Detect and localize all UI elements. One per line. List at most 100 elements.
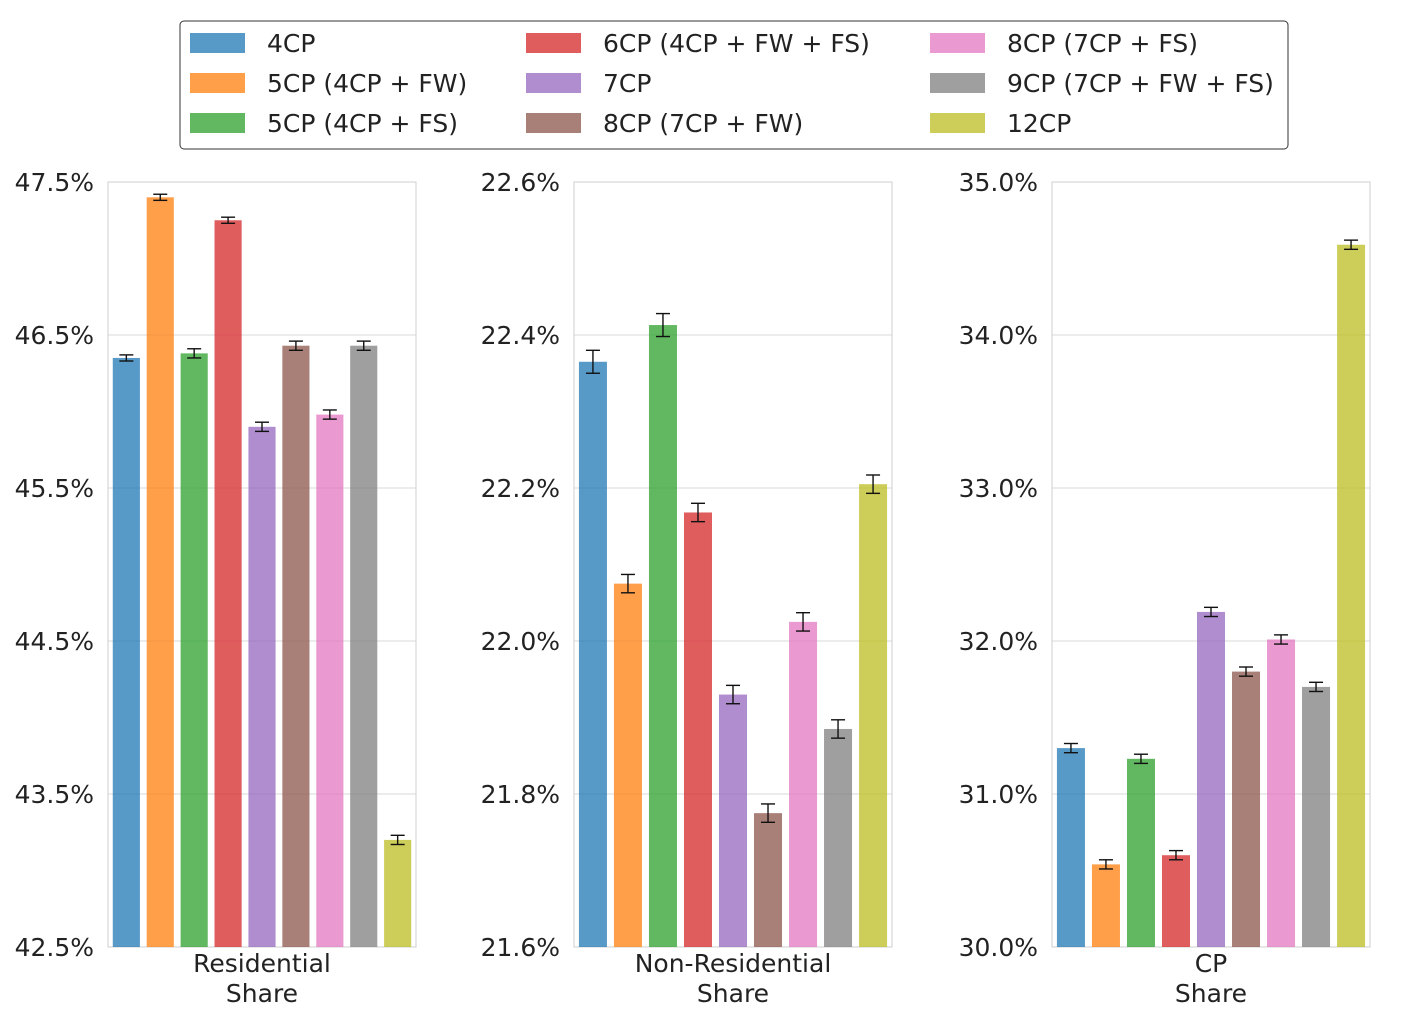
bar: [146, 197, 174, 948]
legend-item: 8CP (7CP + FW): [526, 109, 803, 138]
legend-label: 6CP (4CP + FW + FS): [603, 29, 870, 58]
bar: [282, 345, 310, 948]
legend-label: 8CP (7CP + FW): [603, 109, 803, 138]
legend-swatch: [190, 73, 245, 93]
error-bar: [1239, 666, 1254, 677]
y-tick-label: 44.5%: [15, 627, 94, 656]
error-bar: [356, 340, 371, 351]
error-bar: [1309, 681, 1324, 693]
y-tick-label: 22.2%: [481, 474, 560, 503]
bar: [214, 220, 242, 947]
legend-swatch: [190, 113, 245, 133]
error-bar: [322, 409, 337, 420]
error-bar: [1098, 859, 1113, 870]
legend-item: 7CP: [526, 69, 651, 98]
error-bar: [1274, 634, 1289, 645]
error-bar: [585, 349, 600, 374]
bar: [1337, 244, 1366, 948]
bar: [1302, 686, 1331, 947]
y-tick-label: 45.5%: [15, 474, 94, 503]
bar: [1056, 748, 1085, 947]
error-bar: [187, 348, 202, 359]
bar: [1196, 611, 1226, 947]
error-bar: [255, 421, 269, 433]
y-tick-label: 42.5%: [15, 933, 94, 962]
legend: 4CP 5CP (4CP + FW) 5CP (4CP + FS) 6CP (4CP …: [179, 20, 1289, 150]
bar: [1091, 864, 1120, 947]
error-bar: [288, 340, 303, 351]
bar: [1126, 758, 1155, 947]
bar: [789, 621, 818, 947]
legend-swatch: [526, 33, 581, 53]
legend-item: 12CP: [930, 109, 1071, 138]
chart-panels: 42.5% 43.5% 44.5% 45.5% 46.5% 47.5% Residentia…: [15, 168, 1371, 1008]
x-category-label: Share: [1175, 979, 1247, 1008]
bar: [1232, 671, 1261, 947]
legend-item: 4CP: [190, 29, 315, 58]
y-tick-label: 30.0%: [959, 933, 1038, 962]
legend-item: 8CP (7CP + FS): [930, 29, 1198, 58]
error-bar: [1168, 849, 1183, 861]
error-bar: [796, 611, 811, 632]
x-category-label: Residential: [193, 949, 331, 978]
y-tick-label: 21.8%: [481, 780, 560, 809]
legend-item: 5CP (4CP + FS): [190, 109, 458, 138]
bar: [754, 813, 783, 947]
error-bar: [1344, 239, 1359, 251]
chart-panel: 42.5% 43.5% 44.5% 45.5% 46.5% 47.5% Residentia…: [15, 168, 417, 1008]
y-tick-label: 22.0%: [481, 627, 560, 656]
legend-label: 5CP (4CP + FS): [267, 109, 458, 138]
legend-item: 6CP (4CP + FW + FS): [526, 29, 870, 58]
bar: [316, 414, 344, 947]
bar: [350, 345, 378, 948]
bar: [683, 512, 712, 947]
chart-panel: 21.6% 21.8% 22.0% 22.2% 22.4% 22.6% Non-Reside…: [481, 168, 893, 1008]
bar: [648, 325, 677, 947]
y-tick-label: 21.6%: [481, 933, 560, 962]
y-tick-label: 46.5%: [15, 321, 94, 350]
legend-swatch: [526, 113, 581, 133]
error-bar: [1204, 606, 1218, 618]
bar: [578, 361, 607, 947]
error-bar: [1063, 742, 1078, 754]
error-bar: [390, 834, 405, 846]
legend-label: 12CP: [1007, 109, 1071, 138]
error-bar: [221, 216, 236, 225]
x-category-label: CP: [1195, 949, 1228, 978]
legend-swatch: [930, 33, 985, 53]
error-bar: [866, 474, 881, 495]
legend-item: 5CP (4CP + FW): [190, 69, 467, 98]
bar: [824, 728, 853, 947]
bar: [248, 426, 276, 947]
y-tick-label: 43.5%: [15, 780, 94, 809]
error-bar: [1133, 753, 1148, 765]
error-bar: [655, 312, 670, 338]
bar: [859, 484, 888, 947]
y-tick-label: 35.0%: [959, 168, 1038, 197]
legend-label: 4CP: [267, 29, 315, 58]
error-bar: [761, 803, 776, 824]
error-bar: [620, 573, 635, 594]
legend-label: 8CP (7CP + FS): [1007, 29, 1198, 58]
y-tick-label: 33.0%: [959, 474, 1038, 503]
error-bar: [690, 502, 705, 523]
bar: [613, 583, 642, 947]
error-bar: [153, 193, 168, 202]
y-tick-label: 47.5%: [15, 168, 94, 197]
error-bar: [119, 354, 134, 362]
y-tick-label: 34.0%: [959, 321, 1038, 350]
bar: [718, 694, 748, 947]
y-tick-label: 22.6%: [481, 168, 560, 197]
bar: [1161, 855, 1190, 947]
legend-label: 9CP (7CP + FW + FS): [1007, 69, 1274, 98]
error-bar: [831, 719, 846, 739]
legend-swatch: [526, 73, 581, 93]
bar: [112, 357, 140, 947]
legend-swatch: [930, 73, 985, 93]
legend-swatch: [930, 113, 985, 133]
x-category-label: Share: [697, 979, 769, 1008]
legend-frame: [179, 20, 1289, 150]
legend-label: 7CP: [603, 69, 651, 98]
